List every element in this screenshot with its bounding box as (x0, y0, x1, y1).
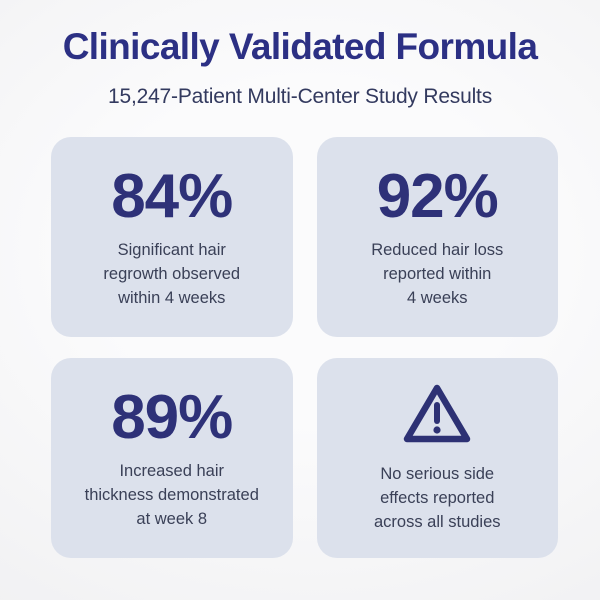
stat-value: 89% (111, 382, 233, 452)
stats-grid: 84% Significant hair regrowth observed w… (51, 137, 558, 558)
stat-card-side-effects: No serious side effects reported across … (316, 358, 558, 558)
page-subtitle: 15,247-Patient Multi-Center Study Result… (108, 84, 492, 108)
page-title: Clinically Validated Formula (62, 26, 538, 67)
warning-triangle-icon (400, 381, 474, 447)
stat-value: 92% (376, 161, 499, 231)
stat-card-hair-loss: 92% Reduced hair loss reported within 4 … (316, 137, 558, 337)
stat-card-regrowth: 84% Significant hair regrowth observed w… (51, 137, 293, 337)
stat-card-thickness: 89% Increased hair thickness demonstrate… (51, 358, 293, 558)
stat-description: Reduced hair loss reported within 4 week… (371, 240, 504, 307)
stat-value: 84% (111, 161, 233, 231)
header: Clinically Validated Formula 15,247-Pati… (0, 0, 600, 109)
stat-description: No serious side effects reported across … (373, 465, 501, 531)
stat-description: Increased hair thickness demonstrated at… (84, 461, 259, 528)
stat-description: Significant hair regrowth observed withi… (103, 240, 241, 307)
